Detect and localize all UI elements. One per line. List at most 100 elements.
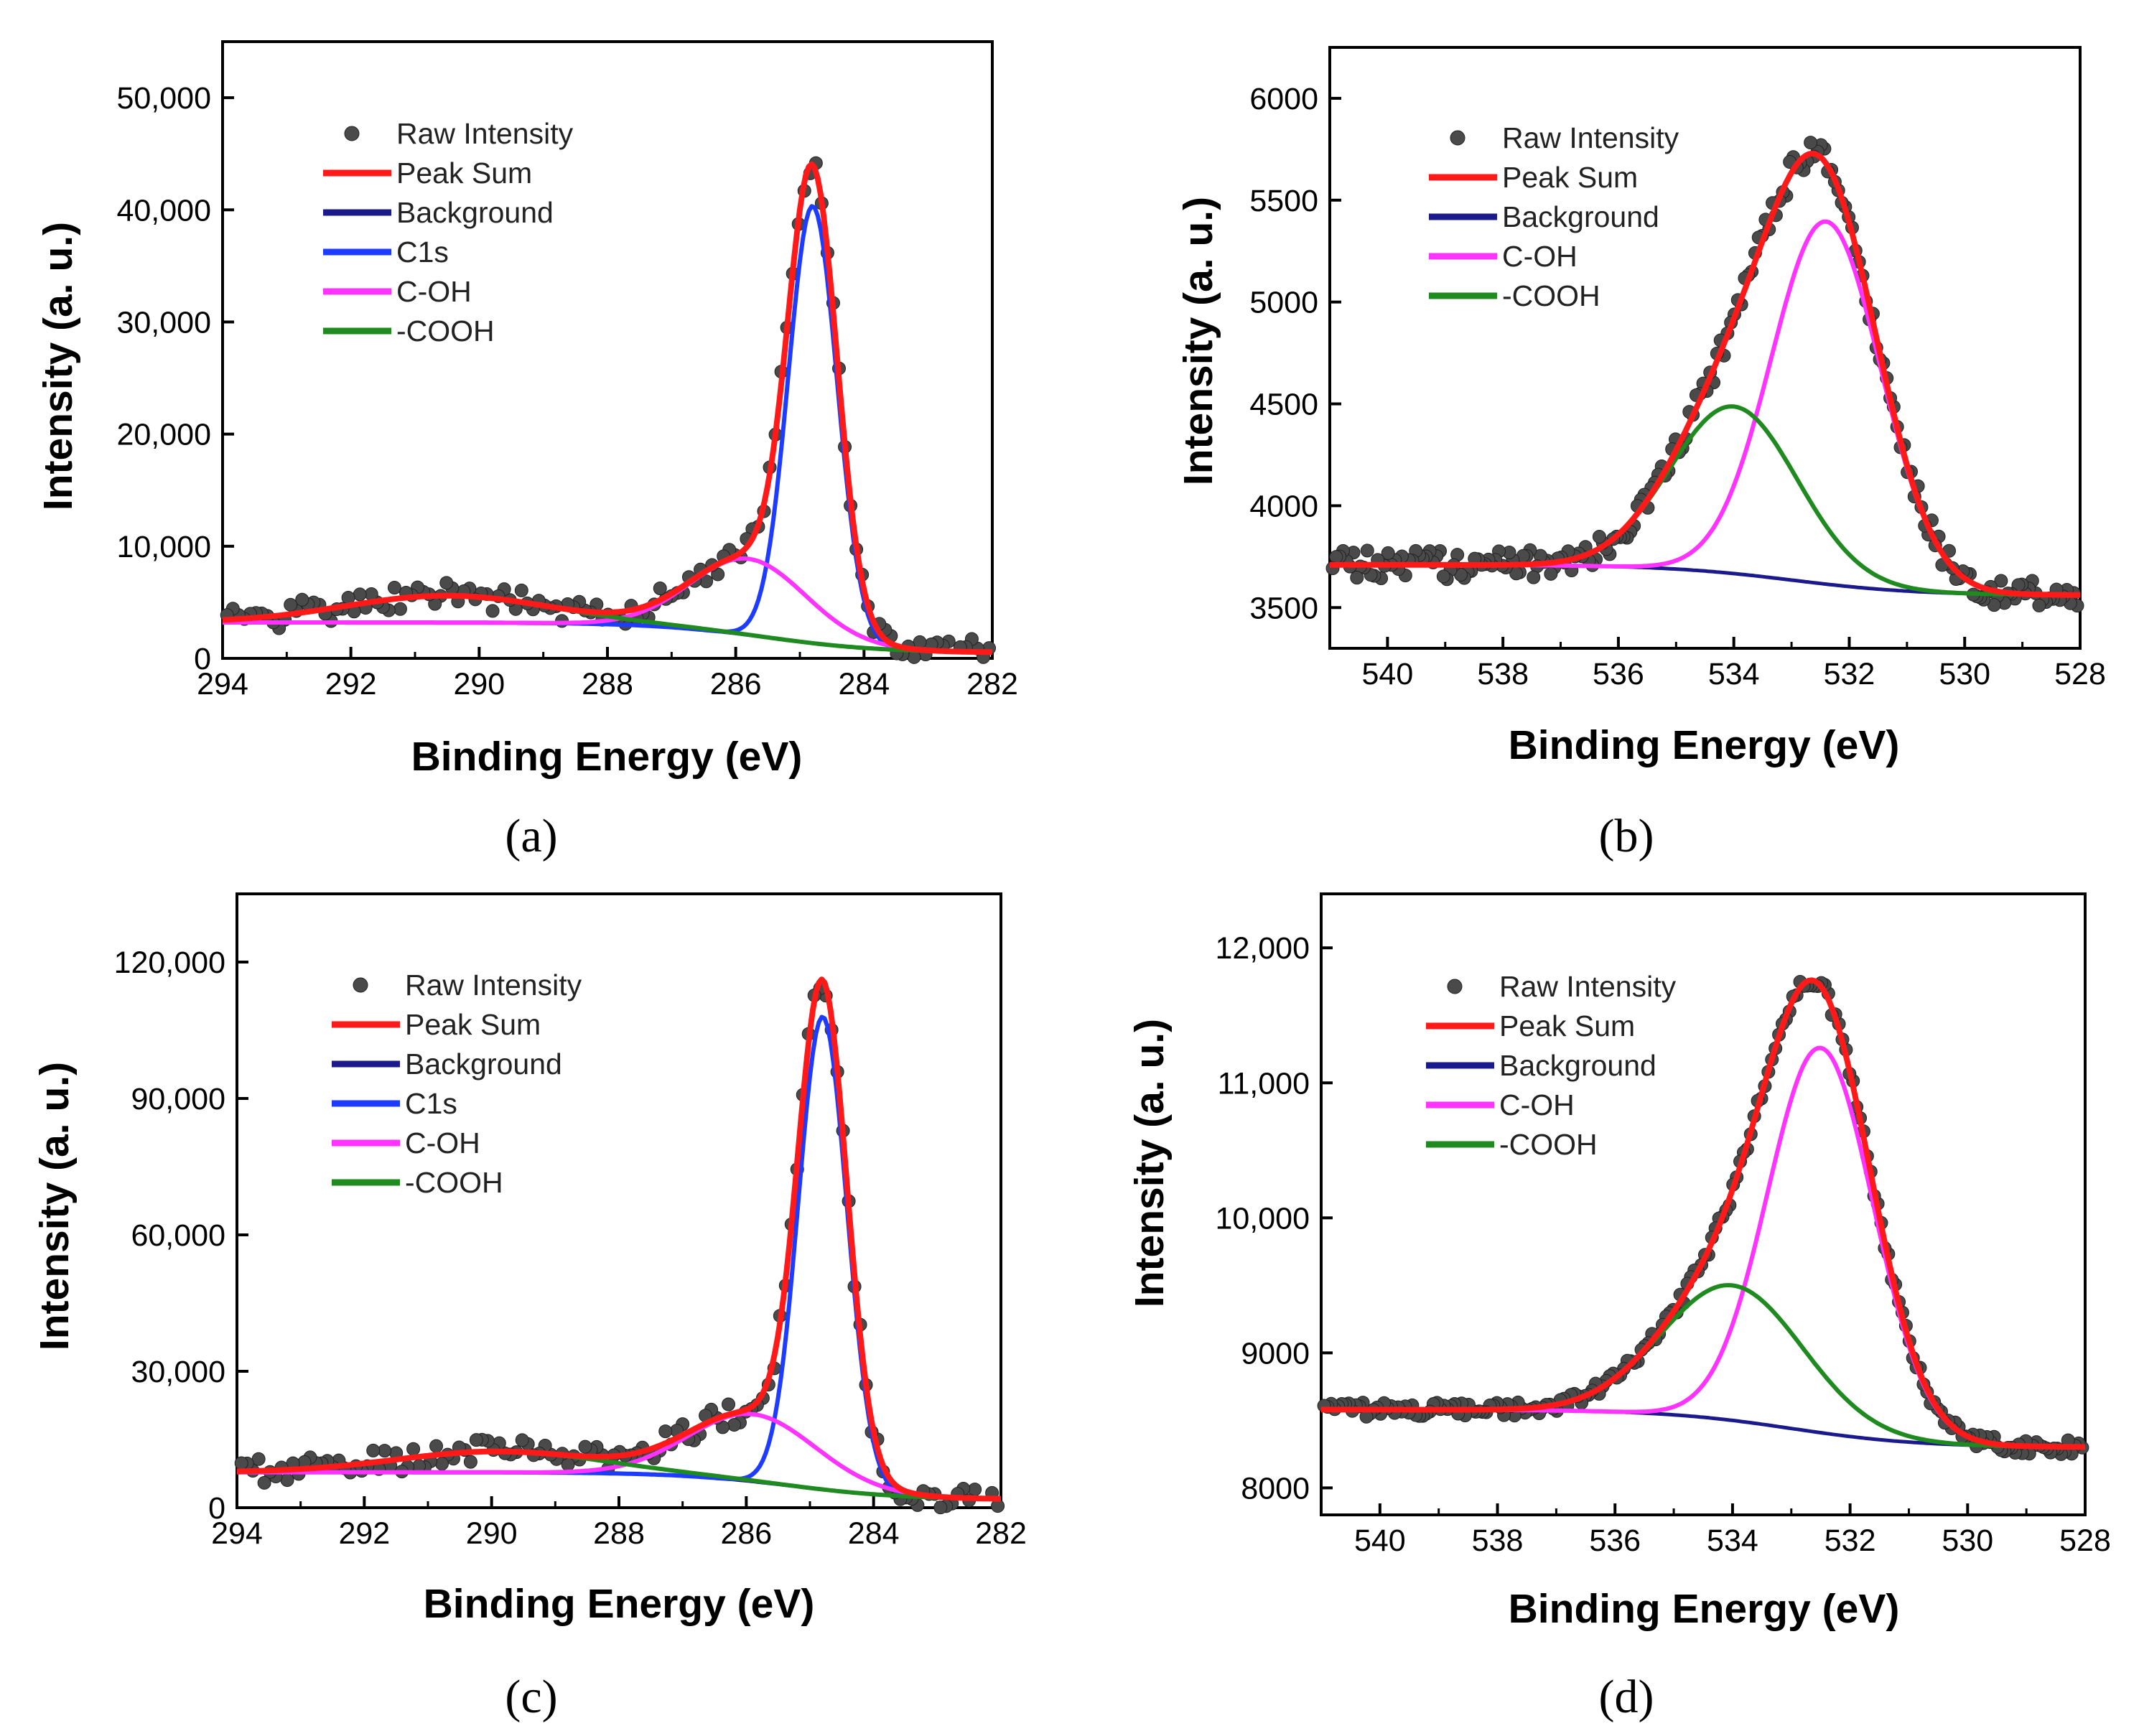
x-tick-label: 284: [838, 667, 890, 701]
panel-b-label: (b): [1599, 810, 1654, 862]
y-tick-label: 30,000: [131, 1355, 225, 1389]
y-tick-label: 0: [208, 1491, 225, 1526]
legend-label: Peak Sum: [1502, 161, 1638, 194]
raw-point: [406, 1442, 421, 1456]
x-tick-label: 528: [2054, 657, 2106, 691]
x-tick-label: 282: [966, 667, 1018, 701]
panel-a-xlabel: Binding Energy (eV): [411, 734, 803, 780]
legend-marker: [344, 126, 360, 141]
raw-point: [933, 1501, 948, 1515]
panel-c: 294 292 290 288 286 284 282 0 30,000 60,000 90,000…: [32, 892, 1027, 1723]
legend-label: Background: [1499, 1049, 1656, 1082]
legend-label: Raw Intensity: [1499, 970, 1677, 1003]
legend-label: -COOH: [396, 314, 495, 347]
legend-label: Background: [1502, 200, 1659, 233]
panel-d: 540 538 536 534 532 530 528 8000 9000 10,000 11,00…: [1127, 892, 2111, 1723]
legend: Raw Intensity Peak Sum Background C-OH -COOH: [1429, 121, 1679, 312]
x-tick-label: 530: [1939, 657, 1990, 691]
c-oh-series: [237, 1411, 1002, 1501]
legend: Raw Intensity Peak Sum Background C1s C-OH -C…: [332, 969, 582, 1199]
y-tick-label: 6000: [1249, 82, 1318, 116]
y-tick-label: 11,000: [1218, 1066, 1310, 1101]
panel-d-xlabel: Binding Energy (eV): [1509, 1586, 1900, 1632]
x-tick-label: 282: [975, 1516, 1027, 1551]
raw-point: [1436, 569, 1450, 584]
raw-point: [366, 1443, 381, 1457]
x-tick-label: 292: [325, 667, 377, 701]
y-tick-label: 9000: [1241, 1336, 1310, 1371]
raw-point: [257, 1475, 271, 1490]
legend-label: Peak Sum: [396, 157, 532, 190]
x-tick-label: 294: [197, 667, 248, 701]
legend-label: C-OH: [396, 275, 472, 308]
x-tick-label: 536: [1593, 657, 1644, 691]
x-tick-label: 294: [211, 1516, 263, 1551]
y-tick-label: 5000: [1249, 286, 1318, 320]
raw-point: [653, 582, 667, 596]
panel-c-ylabel: Intensity (a. u.): [32, 1062, 78, 1350]
x-tick-label: 286: [720, 1516, 772, 1551]
raw-point: [353, 587, 367, 602]
legend: Raw Intensity Peak Sum Background C1s C-OH -C…: [323, 117, 574, 347]
x-tick-label: 290: [453, 667, 505, 701]
raw-point: [435, 1457, 449, 1471]
panel-d-label: (d): [1599, 1671, 1654, 1723]
raw-point: [515, 1433, 529, 1447]
x-tick-label: 540: [1362, 657, 1414, 691]
y-tick-label: 40,000: [116, 193, 211, 228]
x-tick-label: 534: [1708, 657, 1760, 691]
y-tick-label: 10,000: [116, 530, 211, 564]
legend-label: Raw Intensity: [405, 969, 582, 1002]
raw-point: [295, 592, 309, 607]
x-tick-label: 288: [593, 1516, 645, 1551]
x-tick-label: 288: [582, 667, 633, 701]
raw-point: [387, 581, 401, 595]
panel-c-xlabel: Binding Energy (eV): [424, 1581, 815, 1627]
y-tick-label: 5500: [1249, 184, 1318, 218]
raw-point: [485, 604, 500, 618]
x-tick-label: 532: [1825, 1523, 1876, 1558]
raw-point: [284, 597, 298, 612]
y-tick-label: 4000: [1249, 489, 1318, 523]
raw-point: [1329, 550, 1343, 564]
x-tick-label: 284: [848, 1516, 900, 1551]
legend-label: Background: [396, 196, 554, 229]
panel-d-ylabel: Intensity (a. u.): [1127, 1019, 1173, 1307]
x-tick-label: 538: [1477, 657, 1529, 691]
raw-point: [658, 1424, 673, 1439]
raw-point: [2032, 598, 2046, 612]
raw-point: [722, 1397, 736, 1411]
legend-marker: [1450, 130, 1465, 146]
y-tick-label: 12,000: [1215, 931, 1310, 966]
panel-a: 294 292 290 288 286 284 282 0 10,000 20,000 30,000…: [35, 40, 1018, 862]
raw-point: [1994, 574, 2008, 588]
raw-point: [469, 1433, 483, 1447]
legend-label: Background: [405, 1047, 562, 1081]
raw-point: [234, 1456, 248, 1470]
legend-label: C1s: [405, 1087, 457, 1120]
legend-marker: [353, 977, 368, 993]
x-tick-label: 540: [1354, 1523, 1406, 1558]
peak-sum-series: [1321, 977, 2085, 1450]
x-tick-label: 530: [1942, 1523, 1993, 1558]
x-tick-label: 292: [338, 1516, 390, 1551]
legend-label: Peak Sum: [1499, 1009, 1635, 1042]
raw-point: [1381, 546, 1395, 560]
legend-label: -COOH: [1502, 279, 1600, 312]
raw-point: [1544, 566, 1558, 581]
raw-point: [463, 1455, 477, 1469]
x-tick-label: 534: [1707, 1523, 1758, 1558]
panel-b: 540 538 536 534 532 530 528 3500 4000 4500 5000 550…: [1175, 46, 2106, 862]
raw-point: [439, 576, 454, 590]
x-tick-label: 528: [2059, 1523, 2111, 1558]
raw-point: [251, 1452, 266, 1466]
x-tick-label: 538: [1472, 1523, 1524, 1558]
raw-point: [393, 602, 407, 616]
y-tick-label: 20,000: [116, 418, 211, 452]
raw-point: [727, 1418, 741, 1432]
x-tick-label: 536: [1589, 1523, 1641, 1558]
x-tick-label: 286: [710, 667, 762, 701]
raw-point: [1360, 543, 1374, 558]
y-tick-label: 8000: [1241, 1471, 1310, 1506]
panel-c-label: (c): [505, 1671, 557, 1723]
